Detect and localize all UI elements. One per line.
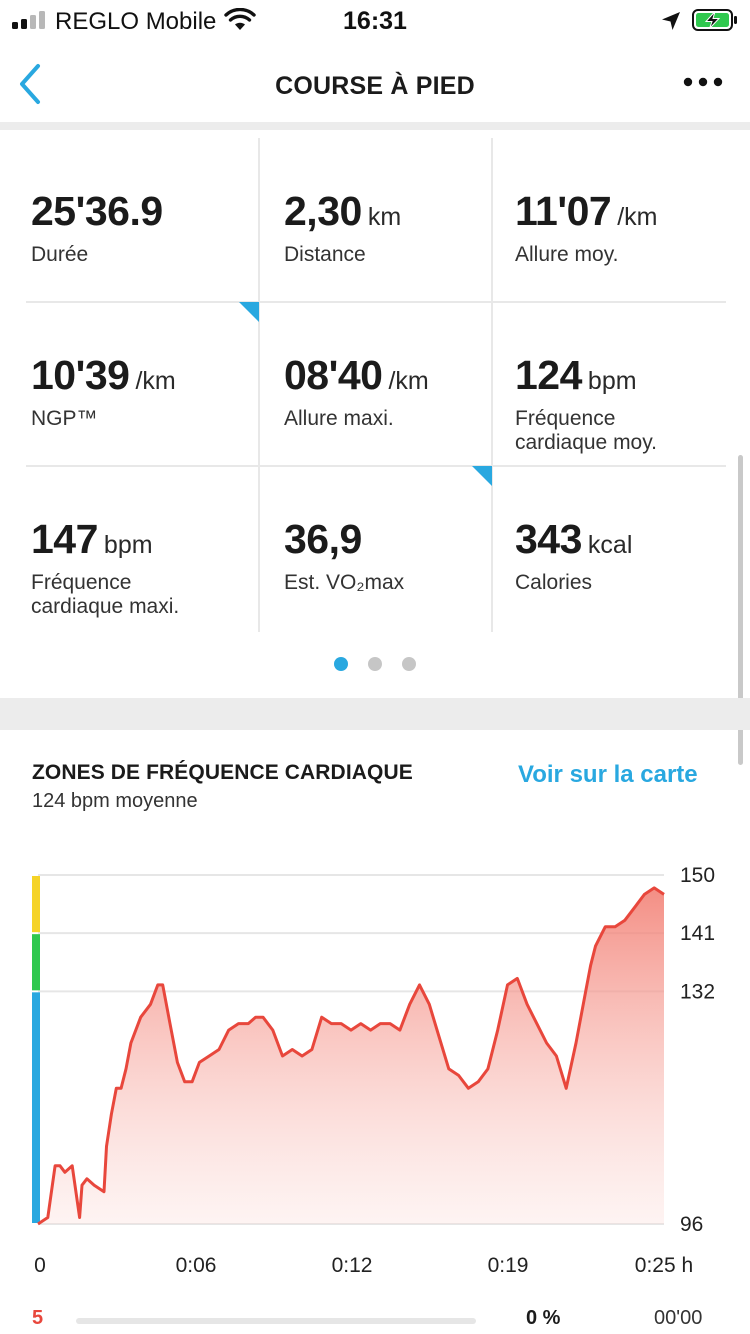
battery-charging-icon (692, 9, 737, 31)
stat-vo2max[interactable]: 36,9 Est. VO₂max (279, 466, 512, 630)
stat-label: Est. VO₂max (284, 571, 405, 594)
zone-progress-track (76, 1318, 476, 1324)
x-tick-label: 0:25 h (635, 1254, 693, 1277)
zone-time: 00'00 (654, 1307, 703, 1329)
page-title: COURSE À PIED (275, 72, 475, 100)
signal-strength-icon (12, 11, 45, 29)
stat-max-pace[interactable]: 08'40/km Allure maxi. (279, 302, 512, 466)
view-on-map-link[interactable]: Voir sur la carte (518, 761, 698, 788)
stat-value: 25'36.9 (31, 188, 163, 234)
zone-percent: 0 % (526, 1307, 561, 1329)
zone-number: 5 (32, 1307, 44, 1329)
hr-average-subtitle: 124 bpm moyenne (32, 790, 198, 812)
stat-value: 343 kcal (515, 516, 633, 562)
hr-series-line (37, 886, 665, 1226)
stat-value: 10'39/km (31, 352, 176, 398)
page-dot[interactable] (402, 657, 416, 671)
stat-avg-pace[interactable]: 11'07/km Allure moy. (510, 138, 743, 302)
stat-label: Durée (31, 243, 89, 266)
grid-divider (491, 138, 493, 632)
stats-grid: 25'36.9 Durée 2,30 km Distance 11'07/km A… (26, 138, 726, 632)
stat-label: Distance (284, 243, 366, 266)
stat-avg-heart-rate[interactable]: 124 bpm Fréquence cardiaque moy. (510, 302, 743, 466)
y-tick-label: 96 (680, 1213, 703, 1236)
info-corner-marker (239, 302, 259, 322)
y-tick-label: 141 (680, 922, 715, 945)
stat-value: 147 bpm (31, 516, 153, 562)
stat-value: 08'40/km (284, 352, 429, 398)
page-indicator[interactable] (0, 657, 750, 671)
stat-label: Fréquence cardiaque maxi. (31, 571, 180, 618)
stat-value: 2,30 km (284, 188, 402, 234)
stat-label: Fréquence cardiaque moy. (515, 407, 658, 454)
x-tick-label: 0:19 (488, 1254, 529, 1277)
scrollbar[interactable] (738, 455, 743, 765)
page-dot[interactable] (334, 657, 348, 671)
stat-label: Allure moy. (515, 243, 619, 266)
y-tick-label: 150 (680, 864, 715, 887)
heart-rate-chart[interactable]: 150 141 132 96 0 0:06 0:12 0:19 0:25 h (0, 840, 750, 1290)
grid-divider (26, 465, 726, 467)
stat-calories[interactable]: 343 kcal Calories (510, 466, 743, 630)
stat-unit: kcal (587, 531, 633, 559)
stat-value: 36,9 (284, 516, 362, 562)
nav-bar: COURSE À PIED (0, 42, 750, 130)
page-dot[interactable] (368, 657, 382, 671)
hr-zones-title: ZONES DE FRÉQUENCE CARDIAQUE (32, 761, 413, 784)
wifi-icon (224, 8, 256, 30)
y-axis-ticks: 150 141 132 96 (680, 864, 715, 1236)
stat-unit: bpm (103, 531, 153, 559)
stat-ngp[interactable]: 10'39/km NGP™ (26, 302, 259, 466)
more-options-icon[interactable] (683, 72, 723, 92)
stat-max-heart-rate[interactable]: 147 bpm Fréquence cardiaque maxi. (26, 466, 259, 630)
hr-area-fill (38, 887, 664, 1224)
y-tick-label: 132 (680, 980, 715, 1003)
back-chevron-icon[interactable] (14, 62, 48, 106)
grid-divider (26, 301, 726, 303)
status-bar: REGLO Mobile 16:31 (0, 0, 750, 42)
zone-bar (32, 992, 40, 1223)
stat-value: 124 bpm (515, 352, 637, 398)
stat-label: NGP™ (31, 407, 98, 430)
info-corner-marker (472, 466, 492, 486)
stat-value: 11'07/km (515, 188, 658, 234)
carrier-name: REGLO Mobile (55, 8, 217, 35)
stat-unit: bpm (587, 367, 637, 395)
zone-bar (32, 934, 40, 991)
status-time: 16:31 (343, 7, 407, 35)
stat-duration[interactable]: 25'36.9 Durée (26, 138, 259, 302)
stat-label: Allure maxi. (284, 407, 394, 430)
location-arrow-icon (662, 12, 680, 30)
x-tick-label: 0:12 (332, 1254, 373, 1277)
stat-unit: /km (388, 367, 429, 395)
stat-label: Calories (515, 571, 593, 594)
stat-unit: km (367, 203, 402, 231)
stat-distance[interactable]: 2,30 km Distance (279, 138, 512, 302)
section-separator (0, 698, 750, 730)
grid-divider (258, 138, 260, 632)
zone-color-bars (32, 876, 40, 1223)
x-axis-ticks: 0 0:06 0:12 0:19 0:25 h (34, 1254, 693, 1277)
x-tick-label: 0:06 (176, 1254, 217, 1277)
stat-unit: /km (135, 367, 176, 395)
x-tick-label: 0 (34, 1254, 46, 1277)
zone-bar (32, 876, 40, 933)
stat-unit: /km (617, 203, 658, 231)
